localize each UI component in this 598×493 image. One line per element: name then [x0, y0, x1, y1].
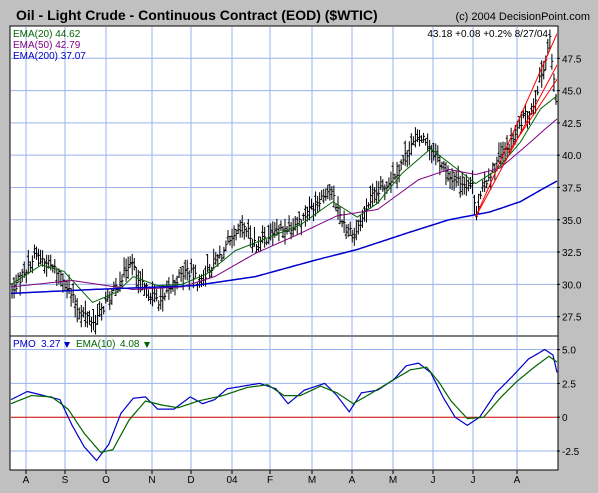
- legend-pmo-ema: EMA(10): [76, 339, 115, 350]
- pmo-panel: [9, 335, 559, 471]
- y-tick-label: 35.0: [562, 216, 582, 227]
- y-tick-label: 47.5: [562, 54, 582, 65]
- y-tick-label: 0: [562, 413, 568, 424]
- y-tick-label: 30.0: [562, 280, 582, 291]
- x-tick-label: A: [514, 475, 521, 486]
- y-tick-label: 40.0: [562, 151, 582, 162]
- price-bars: [10, 29, 558, 335]
- trendline: [475, 64, 557, 218]
- last-quote-text: 43.18 +0.08 +0.2% 8/27/04: [427, 29, 548, 40]
- y-tick-label: 5.0: [562, 346, 576, 357]
- pmo-down-arrow-icon: [64, 342, 70, 348]
- ema50-line: [10, 118, 558, 291]
- pmo-ema-line: [10, 355, 558, 454]
- legend-pmo-ema-value: 4.08: [120, 339, 140, 350]
- x-tick-label: D: [187, 475, 194, 486]
- y-tick-label: -2.5: [562, 447, 580, 458]
- x-tick-label: M: [389, 475, 397, 486]
- x-tick-label: A: [349, 475, 356, 486]
- x-tick-label: J: [471, 475, 476, 486]
- y-tick-label: 2.5: [562, 379, 576, 390]
- x-tick-label: O: [102, 475, 110, 486]
- x-tick-label: 04: [226, 475, 238, 486]
- ema20-line: [10, 95, 558, 303]
- y-tick-label: 32.5: [562, 248, 582, 259]
- x-tick-label: M: [308, 475, 316, 486]
- legend-ema200: EMA(200) 37.07: [13, 51, 86, 62]
- chart-title: Oil - Light Crude - Continuous Contract …: [16, 7, 378, 23]
- x-tick-label: S: [62, 475, 69, 486]
- x-tick-label: A: [23, 475, 30, 486]
- y-tick-label: 45.0: [562, 87, 582, 98]
- copyright-text: (c) 2004 DecisionPoint.com: [455, 11, 590, 23]
- trendline: [475, 33, 557, 218]
- series-layer: [10, 29, 558, 462]
- legend-pmo-value: 3.27: [41, 339, 61, 350]
- x-tick-label: J: [431, 475, 436, 486]
- trendline: [507, 78, 557, 153]
- y-tick-label: 42.5: [562, 119, 582, 130]
- legend-ema20: EMA(20) 44.62: [13, 29, 81, 40]
- x-tick-label: F: [267, 475, 273, 486]
- legend-ema50: EMA(50) 42.79: [13, 40, 81, 51]
- pmo-ema-down-arrow-icon: [144, 342, 150, 348]
- y-tick-label: 37.5: [562, 183, 582, 194]
- legend-pmo: PMO: [13, 339, 36, 350]
- pmo-line: [10, 348, 558, 462]
- axis-layer: A S O N D 04 F M A M J J A 27.5 30.0 32.5 35.0 37.5 40.0 42…: [23, 54, 582, 486]
- y-tick-label: 27.5: [562, 313, 582, 324]
- ema200-line: [10, 180, 558, 295]
- x-tick-label: N: [148, 475, 155, 486]
